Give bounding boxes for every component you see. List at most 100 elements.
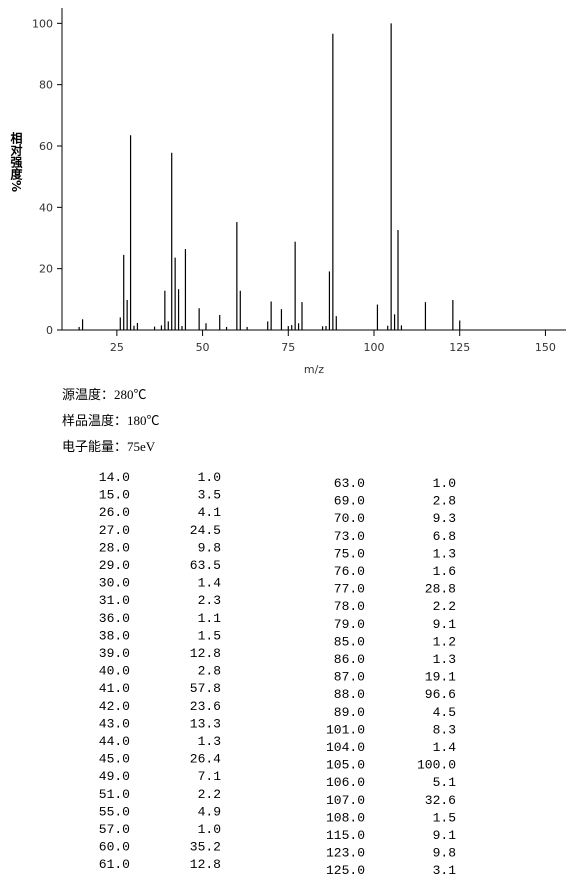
table-mz: 29.0 [99, 558, 130, 573]
table-mz: 115.0 [326, 828, 365, 843]
table-intensity: 2.2 [198, 787, 221, 802]
table-intensity: 35.2 [190, 840, 221, 855]
table-mz: 79.0 [334, 617, 365, 632]
table-mz: 63.0 [334, 476, 365, 491]
y-tick-label: 80 [39, 79, 53, 92]
table-intensity: 96.6 [425, 687, 456, 702]
table-mz: 101.0 [326, 722, 365, 737]
table-intensity: 2.8 [433, 494, 456, 509]
table-intensity: 1.5 [198, 628, 221, 643]
table-intensity: 1.5 [433, 810, 456, 825]
table-mz: 39.0 [99, 646, 130, 661]
table-mz: 106.0 [326, 775, 365, 790]
table-mz: 78.0 [334, 599, 365, 614]
table-mz: 57.0 [99, 822, 130, 837]
table-intensity: 32.6 [425, 793, 456, 808]
table-intensity: 63.5 [190, 558, 221, 573]
table-intensity: 1.0 [433, 476, 456, 491]
table-mz: 49.0 [99, 769, 130, 784]
table-intensity: 9.8 [433, 846, 456, 861]
table-intensity: 9.8 [198, 540, 221, 555]
table-mz: 125.0 [326, 863, 365, 878]
table-intensity: 6.8 [433, 529, 456, 544]
x-tick-label: 25 [110, 341, 124, 354]
table-intensity: 12.8 [190, 646, 221, 661]
y-tick-label: 40 [39, 201, 53, 214]
table-mz: 88.0 [334, 687, 365, 702]
table-mz: 123.0 [326, 846, 365, 861]
table-mz: 38.0 [99, 628, 130, 643]
table-mz: 77.0 [334, 582, 365, 597]
table-intensity: 26.4 [190, 752, 221, 767]
table-mz: 70.0 [334, 511, 365, 526]
table-intensity: 8.3 [433, 722, 456, 737]
table-intensity: 28.8 [425, 582, 456, 597]
table-mz: 69.0 [334, 494, 365, 509]
table-mz: 31.0 [99, 593, 130, 608]
table-mz: 105.0 [326, 758, 365, 773]
table-mz: 45.0 [99, 752, 130, 767]
y-tick-label: 0 [46, 324, 53, 337]
x-tick-label: 150 [535, 341, 556, 354]
table-intensity: 1.3 [433, 546, 456, 561]
table-intensity: 1.2 [433, 634, 456, 649]
table-intensity: 19.1 [425, 670, 456, 685]
x-tick-label: 50 [196, 341, 210, 354]
table-intensity: 7.1 [198, 769, 222, 784]
table-intensity: 1.3 [198, 734, 221, 749]
table-intensity: 4.1 [198, 505, 222, 520]
y-label: 相对强度% [9, 131, 23, 192]
table-mz: 42.0 [99, 699, 130, 714]
x-tick-label: 100 [364, 341, 385, 354]
table-intensity: 2.2 [433, 599, 456, 614]
y-tick-label: 100 [32, 17, 53, 30]
info-line: 样品温度：180℃ [62, 413, 160, 428]
table-intensity: 1.6 [433, 564, 456, 579]
table-mz: 76.0 [334, 564, 365, 579]
table-mz: 107.0 [326, 793, 365, 808]
table-mz: 87.0 [334, 670, 365, 685]
table-intensity: 9.1 [433, 617, 457, 632]
table-intensity: 1.3 [433, 652, 456, 667]
table-intensity: 57.8 [190, 681, 221, 696]
table-mz: 40.0 [99, 664, 130, 679]
table-mz: 30.0 [99, 576, 130, 591]
table-mz: 15.0 [99, 488, 130, 503]
table-intensity: 24.5 [190, 523, 221, 538]
table-intensity: 3.5 [198, 488, 221, 503]
table-intensity: 4.5 [433, 705, 456, 720]
table-mz: 61.0 [99, 857, 130, 872]
table-mz: 75.0 [334, 546, 365, 561]
info-line: 源温度：280℃ [62, 387, 147, 402]
table-mz: 27.0 [99, 523, 130, 538]
x-label: m/z [304, 363, 324, 376]
table-intensity: 4.9 [198, 804, 221, 819]
table-intensity: 1.4 [433, 740, 457, 755]
table-intensity: 2.8 [198, 664, 221, 679]
x-tick-label: 125 [449, 341, 470, 354]
table-intensity: 1.4 [198, 576, 222, 591]
table-intensity: 1.0 [198, 470, 221, 485]
table-intensity: 13.3 [190, 716, 221, 731]
x-tick-label: 75 [281, 341, 295, 354]
table-intensity: 9.3 [433, 511, 456, 526]
table-mz: 43.0 [99, 716, 130, 731]
table-mz: 41.0 [99, 681, 130, 696]
info-line: 电子能量：75eV [62, 439, 156, 454]
table-intensity: 1.1 [198, 611, 222, 626]
table-intensity: 9.1 [433, 828, 457, 843]
table-mz: 73.0 [334, 529, 365, 544]
y-tick-label: 60 [39, 140, 53, 153]
table-mz: 44.0 [99, 734, 130, 749]
table-intensity: 12.8 [190, 857, 221, 872]
table-intensity: 3.1 [433, 863, 457, 878]
table-mz: 108.0 [326, 810, 365, 825]
table-mz: 14.0 [99, 470, 130, 485]
table-mz: 55.0 [99, 804, 130, 819]
table-intensity: 2.3 [198, 593, 221, 608]
table-mz: 36.0 [99, 611, 130, 626]
table-mz: 89.0 [334, 705, 365, 720]
table-mz: 51.0 [99, 787, 130, 802]
table-intensity: 1.0 [198, 822, 221, 837]
